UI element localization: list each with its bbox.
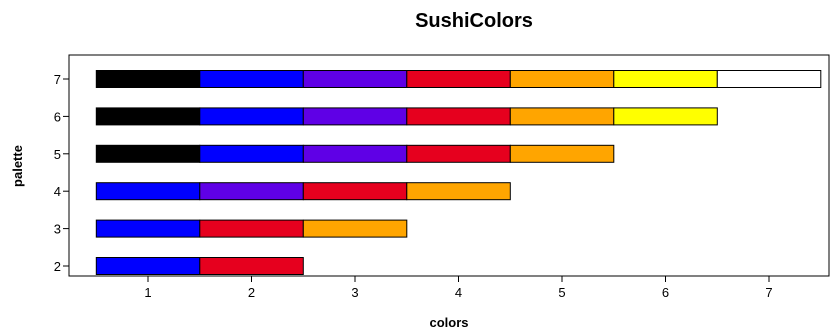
bar-palette-7-color-7 bbox=[716, 70, 822, 88]
bar-palette-6-color-5 bbox=[509, 107, 615, 126]
bar-palette-4-color-2 bbox=[199, 182, 304, 201]
y-tick-label-3: 3 bbox=[54, 222, 61, 237]
bar-palette-6-color-1 bbox=[95, 107, 201, 126]
bar-palette-4-color-3 bbox=[302, 182, 408, 201]
y-tick-label-2: 2 bbox=[54, 259, 61, 274]
x-tick-label-6: 6 bbox=[662, 285, 669, 300]
y-tick-label-7: 7 bbox=[54, 72, 61, 87]
x-axis-label: colors bbox=[429, 315, 468, 330]
x-tick-label-7: 7 bbox=[765, 285, 772, 300]
bar-palette-7-color-1 bbox=[95, 70, 201, 88]
bar-palette-2-color-2 bbox=[199, 257, 304, 275]
bar-palette-7-color-2 bbox=[199, 70, 304, 88]
bar-palette-5-color-5 bbox=[509, 144, 615, 163]
bar-palette-7-color-6 bbox=[613, 70, 718, 88]
bar-palette-6-color-2 bbox=[199, 107, 304, 126]
bar-palette-7-color-4 bbox=[406, 70, 511, 88]
bar-palette-3-color-3 bbox=[302, 219, 408, 238]
x-tick-label-3: 3 bbox=[351, 285, 358, 300]
bar-palette-4-color-4 bbox=[406, 182, 511, 201]
bars-layer bbox=[95, 70, 822, 275]
y-tick-label-5: 5 bbox=[54, 147, 61, 162]
bar-palette-3-color-1 bbox=[95, 219, 201, 238]
x-tick-label-5: 5 bbox=[558, 285, 565, 300]
bar-palette-7-color-5 bbox=[509, 70, 615, 88]
x-tick-label-4: 4 bbox=[455, 285, 462, 300]
x-axis: 1 2 3 4 5 6 7 bbox=[144, 276, 773, 300]
y-tick-label-4: 4 bbox=[54, 184, 61, 199]
chart-title: SushiColors bbox=[415, 10, 533, 32]
x-tick-label-2: 2 bbox=[248, 285, 255, 300]
bar-palette-3-color-2 bbox=[199, 219, 304, 238]
bar-palette-4-color-1 bbox=[95, 182, 201, 201]
y-axis-label: palette bbox=[10, 145, 25, 187]
bar-palette-6-color-3 bbox=[302, 107, 408, 126]
bar-palette-2-color-1 bbox=[95, 257, 201, 275]
bar-palette-7-color-3 bbox=[302, 70, 408, 88]
bar-palette-5-color-4 bbox=[406, 144, 511, 163]
bar-palette-5-color-3 bbox=[302, 144, 408, 163]
x-tick-label-1: 1 bbox=[144, 285, 151, 300]
plot-frame bbox=[68, 54, 830, 277]
bar-palette-5-color-2 bbox=[199, 144, 304, 163]
bar-palette-6-color-6 bbox=[613, 107, 718, 126]
bar-palette-6-color-4 bbox=[406, 107, 511, 126]
y-tick-label-6: 6 bbox=[54, 109, 61, 124]
y-axis: 2 3 4 5 6 7 bbox=[54, 72, 69, 274]
bar-palette-5-color-1 bbox=[95, 144, 201, 163]
